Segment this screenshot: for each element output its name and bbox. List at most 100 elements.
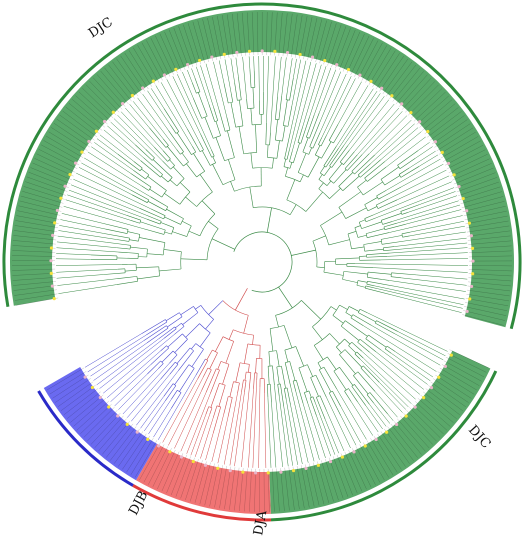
- branch-segment: [255, 124, 258, 153]
- branch-segment: [117, 276, 138, 279]
- branch-segment: [296, 380, 304, 404]
- leaf-label-tick: [59, 114, 95, 141]
- branch-segment: [325, 148, 339, 168]
- leaf-marker: [130, 93, 134, 98]
- branch-segment: [199, 332, 211, 348]
- branch-terminal: [218, 60, 225, 84]
- leaf-label-tick: [159, 33, 178, 74]
- leaf-marker: [111, 110, 115, 114]
- leaf-label-tick: [55, 378, 91, 403]
- branch-segment: [237, 382, 240, 394]
- leaf-marker: [49, 271, 53, 276]
- branch-terminal: [267, 397, 272, 468]
- branch-arc: [312, 306, 332, 327]
- branch-terminal: [419, 191, 456, 205]
- branch-segment: [381, 212, 402, 221]
- branch-segment: [163, 383, 174, 397]
- branch-arc: [195, 343, 204, 350]
- leaf-label-tick: [436, 127, 474, 152]
- branch-segment: [248, 364, 250, 373]
- leaf-label-tick: [427, 111, 462, 138]
- branch-arc: [219, 382, 226, 386]
- branch-arc: [196, 191, 213, 207]
- branch-segment: [384, 348, 392, 354]
- branch-segment: [253, 372, 255, 390]
- leaf-label-tick: [246, 12, 250, 56]
- branch-segment: [300, 116, 310, 144]
- branch-terminal: [391, 200, 459, 222]
- leaf-marker: [374, 437, 378, 442]
- branch-segment: [345, 207, 367, 219]
- leaf-label-tick: [189, 460, 203, 502]
- branch-segment: [364, 248, 384, 252]
- leaf-label-tick: [417, 398, 451, 427]
- branch-segment: [175, 322, 182, 329]
- branch-terminal: [136, 370, 179, 426]
- leaf-label-tick: [209, 464, 219, 507]
- branch-arc: [336, 338, 345, 348]
- branch-layer: [56, 56, 468, 468]
- branch-segment: [310, 377, 319, 397]
- leaf-marker: [216, 466, 220, 470]
- leaf-label-tick: [463, 310, 506, 321]
- leaf-label-tick: [303, 17, 313, 60]
- leaf-label-tick: [387, 426, 414, 461]
- leaf-marker: [429, 386, 434, 390]
- branch-segment: [308, 390, 312, 398]
- branch-arc: [318, 179, 328, 186]
- branch-segment: [272, 365, 275, 386]
- branch-terminal: [380, 127, 419, 160]
- leaf-label-tick: [249, 468, 252, 512]
- leaf-label-tick: [68, 103, 103, 131]
- leaf-label-tick: [120, 55, 146, 92]
- branch-segment: [367, 276, 390, 281]
- branch-segment: [163, 249, 182, 252]
- branch-segment: [391, 276, 402, 279]
- clade-label-dja: DJA: [251, 509, 270, 537]
- branch-arc: [222, 336, 234, 342]
- leaf-label-tick: [461, 196, 504, 208]
- branch-arc: [216, 368, 220, 371]
- leaf-label-tick: [433, 378, 469, 403]
- leaf-label-tick: [65, 106, 100, 134]
- branch-segment: [287, 105, 293, 127]
- branch-terminal: [213, 61, 228, 118]
- leaf-label-tick: [284, 467, 290, 511]
- branch-segment: [367, 206, 378, 212]
- leaf-marker: [358, 73, 362, 77]
- leaf-label-tick: [467, 235, 511, 241]
- leaf-label-tick: [17, 210, 60, 220]
- leaf-label-tick: [204, 463, 215, 506]
- branch-segment: [116, 281, 138, 285]
- branch-terminal: [270, 56, 276, 133]
- branch-segment: [227, 397, 233, 417]
- leaf-label-tick: [76, 401, 109, 431]
- clade-ring-djb: [37, 390, 134, 487]
- branch-segment: [339, 367, 354, 386]
- branch-segment: [228, 329, 234, 340]
- branch-segment: [167, 333, 183, 348]
- leaf-marker: [107, 405, 111, 409]
- branch-segment: [383, 222, 397, 228]
- branch-arc: [297, 142, 301, 144]
- branch-terminal: [380, 258, 468, 261]
- branch-arc: [328, 179, 334, 184]
- leaf-label-tick: [15, 220, 58, 228]
- branch-terminal: [401, 163, 444, 188]
- branch-segment: [359, 308, 368, 314]
- branch-segment: [161, 350, 174, 363]
- branch-terminal: [129, 104, 150, 129]
- leaf-label-tick: [452, 163, 492, 181]
- branch-arc: [165, 319, 168, 323]
- leaf-marker: [437, 375, 441, 379]
- leaf-marker: [51, 233, 55, 237]
- branch-segment: [133, 161, 143, 169]
- branch-terminal: [120, 111, 155, 148]
- branch-terminal: [56, 258, 91, 260]
- branch-terminal: [361, 111, 403, 155]
- branch-segment: [364, 161, 386, 179]
- leaf-label-tick: [335, 28, 351, 69]
- leaf-label-tick: [244, 468, 248, 512]
- leaf-label-tick: [12, 255, 56, 257]
- branch-segment: [348, 388, 358, 402]
